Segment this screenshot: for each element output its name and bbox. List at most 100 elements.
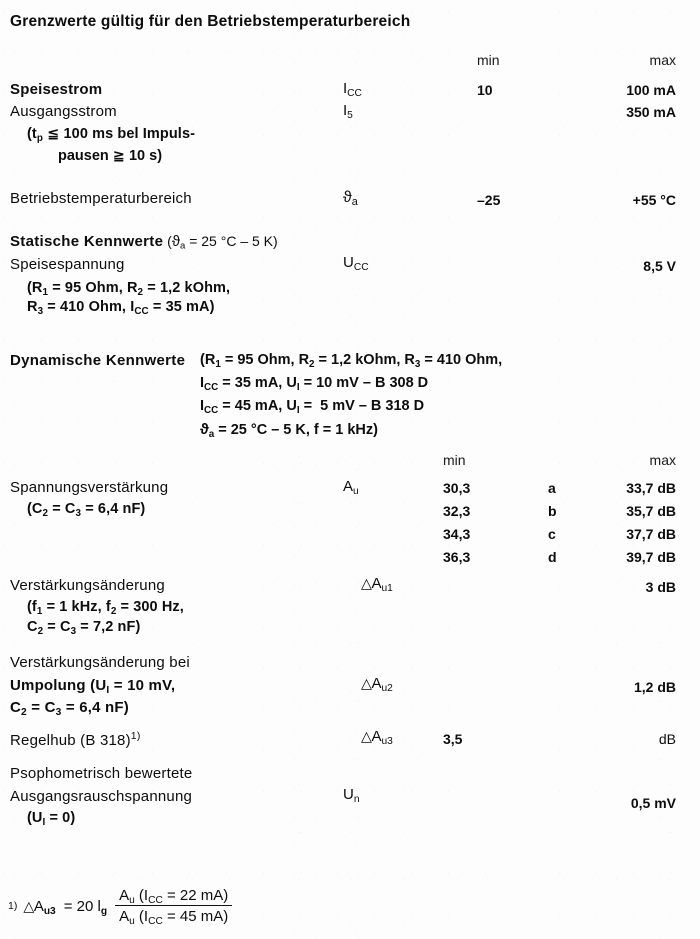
- footnote-lhs: △Au3: [23, 897, 56, 917]
- symbol-ucc: UCC: [343, 254, 369, 273]
- gain-max-c: 37,7 dB: [626, 526, 676, 542]
- gain-max-d: 39,7 dB: [626, 549, 676, 565]
- sub-cc: CC: [148, 894, 163, 906]
- lhs-sub: u3: [43, 905, 56, 917]
- fraction-denominator: Au (ICC = 45 mA): [115, 905, 233, 927]
- symbol-sub: CC: [347, 87, 362, 99]
- footnote-fraction: Au (ICC = 22 mA) Au (ICC = 45 mA): [115, 887, 233, 927]
- dynamic-condition-line1: (R1 = 95 Ohm, R2 = 1,2 kOhm, R3 = 410 Oh…: [200, 352, 503, 370]
- sub-1: 1: [42, 286, 49, 298]
- symbol-base: A: [371, 675, 382, 692]
- value-max-noise: 0,5 mV: [630, 795, 676, 811]
- static-note-line1: (R1 = 95 Ohm, R2 = 1,2 kOhm,: [27, 280, 231, 298]
- sub-1: 1: [36, 605, 43, 617]
- gain-max-b: 35,7 dB: [626, 503, 676, 519]
- symbol-au: Au: [343, 478, 359, 496]
- triangle-icon: △: [23, 898, 34, 915]
- symbol-sub: a: [351, 196, 358, 209]
- symbol-base: U: [343, 254, 354, 271]
- gain-grade-d: d: [548, 549, 557, 565]
- sub-3: 3: [37, 305, 44, 317]
- section-condition: (ϑa = 25 °C – 5 K): [163, 233, 278, 252]
- sub-3: 3: [55, 706, 62, 718]
- triangle-icon: △: [361, 729, 372, 745]
- symbol-sub: u3: [381, 735, 393, 747]
- row-label-umpolung-line2: Umpolung (UI = 10 mV,: [10, 677, 176, 696]
- sub-3: 3: [414, 358, 421, 370]
- note-impulse-line2: pausen ≧ 10 s): [58, 148, 163, 164]
- symbol-base: U: [343, 786, 354, 803]
- row-label-ausgangsstrom: Ausgangsstrom: [10, 103, 117, 120]
- symbol-theta-a: ϑa: [343, 189, 358, 207]
- value-max-regelhub: dB: [658, 731, 676, 747]
- static-note-line2: R3 = 410 Ohm, ICC = 35 mA): [27, 299, 215, 317]
- symbol-sub: n: [353, 793, 360, 805]
- footnote-formula: 1) △Au3 = 20 lg Au (ICC = 22 mA) Au (ICC…: [8, 887, 233, 927]
- value-max-verstaerkungsaenderung: 3 dB: [645, 579, 676, 595]
- sub-2: 2: [42, 507, 49, 519]
- gain-note: (C2 = C3 = 6,4 nF): [27, 501, 146, 519]
- section-title: Statische Kennwerte: [10, 233, 164, 250]
- value-min-temperature: –25: [477, 192, 501, 208]
- row-label-betriebstemperaturbereich: Betriebstemperaturbereich: [10, 190, 192, 207]
- symbol-base: I: [343, 102, 348, 119]
- section-heading-statische-kennwerte: Statische Kennwerte (ϑa = 25 °C – 5 K): [10, 233, 278, 251]
- footnote-marker: 1): [8, 900, 18, 912]
- cond-sub: a: [180, 240, 186, 252]
- symbol-delta-au1: △Au1: [361, 575, 393, 594]
- sub-g: g: [100, 905, 108, 917]
- value-min-regelhub: 3,5: [443, 731, 463, 747]
- symbol-base: I: [343, 80, 348, 97]
- triangle-icon: △: [361, 576, 372, 592]
- sub-3: 3: [75, 507, 82, 519]
- sub-i: I: [296, 381, 300, 393]
- dynamic-condition-line4: ϑa = 25 °C – 5 K, f = 1 kHz): [200, 421, 378, 440]
- symbol-delta-au3: △Au3: [361, 728, 393, 747]
- table1-header-min: min: [477, 52, 500, 68]
- symbol-base: ϑ: [343, 189, 352, 206]
- note-sub-p: p: [36, 132, 43, 144]
- gain-min-a: 30,3: [443, 480, 471, 496]
- row-label-umpolung-line3: C2 = C3 = 6,4 nF): [10, 699, 129, 718]
- row-label-speisestrom: Speisestrom: [10, 81, 103, 98]
- symbol-base: A: [371, 575, 382, 592]
- footnote-equals: = 20 lg: [63, 897, 108, 917]
- lhs-base: A: [33, 897, 44, 915]
- symbol-icc: ICC: [343, 80, 362, 99]
- sub-i: I: [42, 816, 46, 828]
- symbol-sub: CC: [353, 261, 369, 273]
- dynamic-condition-line3: ICC = 45 mA, UI = 5 mV – B 318 D: [200, 398, 425, 416]
- symbol-delta-au2: △Au2: [361, 675, 393, 693]
- value-max-speisespannung: 8,5 V: [643, 258, 676, 274]
- row-label-verstaerkungsaenderung: Verstärkungsänderung: [10, 577, 165, 594]
- table2-header-min: min: [443, 452, 466, 468]
- sub-2: 2: [110, 605, 117, 617]
- row-label-speisespannung: Speisespannung: [10, 256, 125, 273]
- row-label-noise-line2: Ausgangsrauschspannung: [10, 788, 193, 805]
- sub-3: 3: [70, 625, 77, 637]
- sub-u: u: [129, 915, 135, 927]
- fraction-numerator: Au (ICC = 22 mA): [119, 887, 229, 906]
- sub-2: 2: [309, 358, 315, 370]
- symbol-sub: u1: [381, 582, 393, 594]
- gain-grade-c: c: [548, 526, 556, 542]
- sub-i: I: [106, 684, 110, 696]
- row-label-umpolung-line1: Verstärkungsänderung bei: [10, 654, 190, 671]
- sub-cc: CC: [204, 381, 219, 393]
- value-max-umpolung: 1,2 dB: [633, 679, 676, 695]
- symbol-base: A: [371, 728, 382, 745]
- theta-symbol: ϑ: [200, 421, 209, 438]
- row-label-spannungsverstaerkung: Spannungsverstärkung: [10, 479, 169, 496]
- sub-1: 1: [215, 358, 221, 370]
- gain-min-b: 32,3: [443, 503, 471, 519]
- symbol-sub: 5: [347, 109, 353, 121]
- cond-open: (: [167, 233, 172, 249]
- value-max-speisestrom: 100 mA: [626, 82, 676, 98]
- dynamic-condition-line2: ICC = 35 mA, UI = 10 mV – B 308 D: [200, 375, 429, 393]
- triangle-icon: △: [361, 676, 372, 692]
- table1-header-max: max: [649, 52, 676, 68]
- cond-symbol: ϑ: [171, 233, 181, 250]
- gain-max-a: 33,7 dB: [626, 480, 676, 496]
- value-max-ausgangsstrom: 350 mA: [626, 104, 676, 120]
